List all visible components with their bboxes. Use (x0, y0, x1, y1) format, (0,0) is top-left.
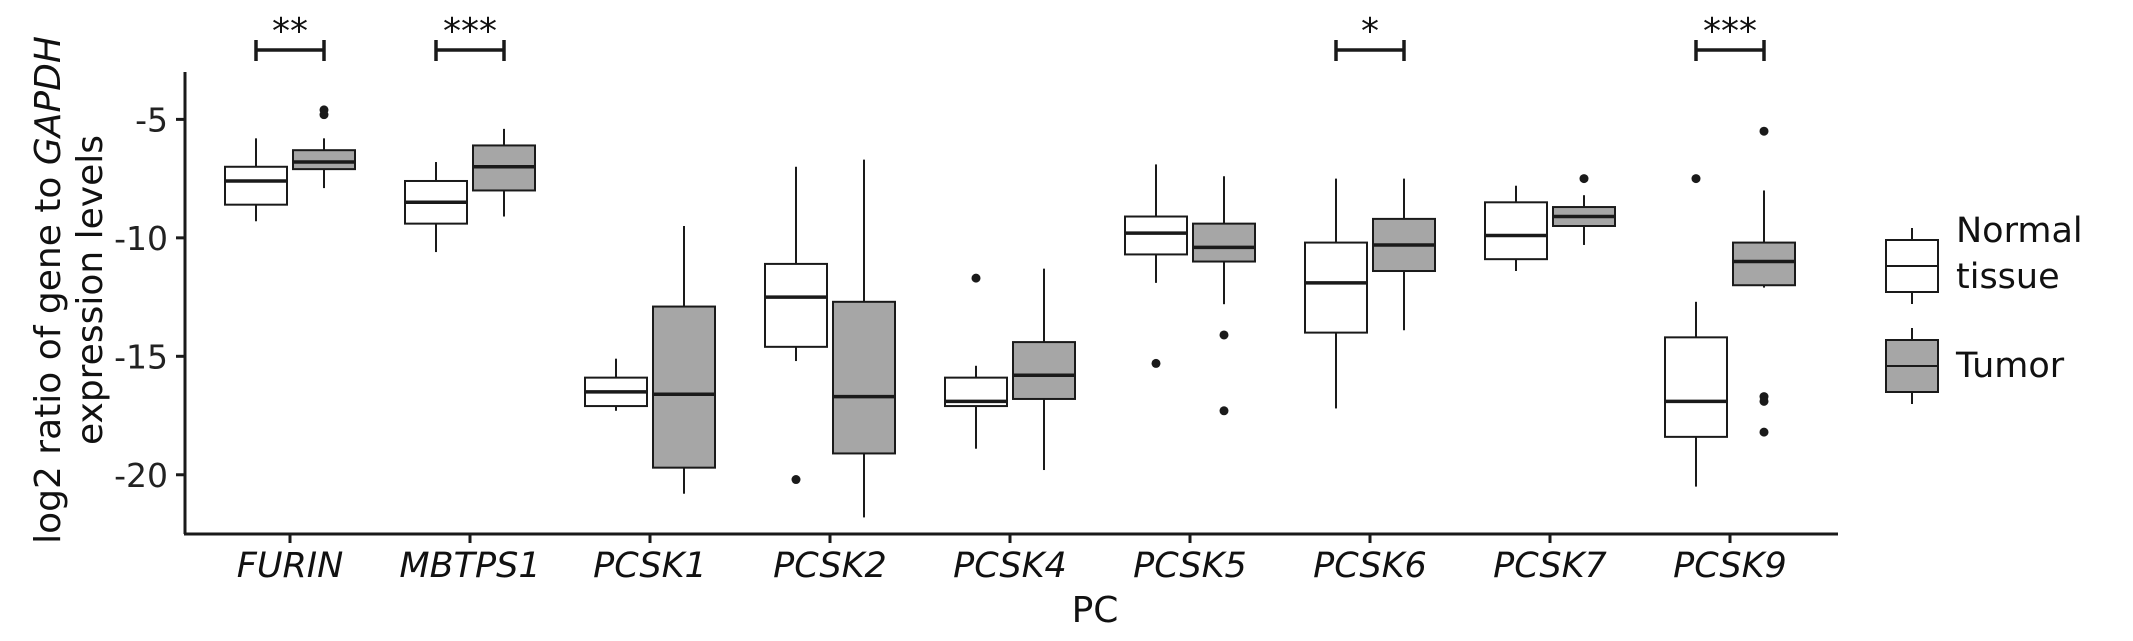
significance-furin: ** (254, 11, 326, 61)
box-iqr (1192, 222, 1256, 263)
box-iqr (1124, 215, 1188, 256)
box-normal-pcsk7 (1484, 185, 1548, 272)
box-iqr (832, 300, 896, 455)
y-tick-label: -10 (114, 219, 168, 258)
outlier-point (1759, 126, 1769, 136)
significance-pcsk6: * (1334, 11, 1406, 61)
x-tick-label: PCSK6 (1313, 546, 1427, 586)
significance-label: ** (272, 11, 308, 52)
outlier-point (319, 110, 329, 120)
outlier-point (1219, 406, 1229, 416)
y-tick-label: -15 (114, 337, 168, 376)
box-tumor-pcsk2 (832, 159, 896, 518)
box-normal-pcsk2 (764, 166, 828, 485)
significance-label: *** (1703, 11, 1757, 52)
box-iqr (652, 305, 716, 469)
legend-label: tissue (1956, 257, 2060, 297)
box-normal-pcsk9 (1664, 174, 1728, 487)
box-tumor-pcsk1 (652, 226, 716, 494)
box-normal-pcsk4 (944, 273, 1008, 449)
y-axis-title: log2 ratio of gene to GAPDH expression l… (27, 36, 111, 544)
significance-pcsk9: *** (1694, 11, 1766, 61)
legend-label: Normal (1956, 211, 2083, 251)
box-tumor-pcsk5 (1192, 176, 1256, 416)
box-tumor-pcsk7 (1552, 174, 1616, 245)
significance-label: *** (443, 11, 497, 52)
box-tumor-furin (292, 105, 356, 189)
x-axis-title: PC (1071, 590, 1119, 631)
significance-label: * (1361, 11, 1379, 52)
x-tick-label: PCSK7 (1493, 546, 1607, 586)
x-tick-label: PCSK2 (773, 546, 887, 586)
y-tick-label: -20 (114, 456, 168, 495)
outlier-point (1151, 358, 1161, 368)
x-tick-label: PCSK5 (1133, 546, 1247, 586)
outlier-point (1759, 427, 1769, 437)
box-iqr (1664, 336, 1728, 438)
box-iqr (224, 165, 288, 206)
box-tumor-pcsk6 (1372, 178, 1436, 331)
box-iqr (764, 262, 828, 348)
outlier-point (1691, 174, 1701, 184)
box-normal-pcsk6 (1304, 178, 1368, 409)
x-tick-label: PCSK4 (953, 546, 1067, 586)
y-tick-label: -5 (135, 100, 168, 139)
significance-mbtps1: *** (434, 11, 506, 61)
outlier-point (1759, 396, 1769, 406)
legend-label: Tumor (1955, 346, 2065, 386)
box-tumor-mbtps1 (472, 128, 536, 217)
box-iqr (1304, 241, 1368, 334)
box-normal-furin (224, 138, 288, 222)
box-iqr (1012, 341, 1076, 400)
x-tick-label: MBTPS1 (399, 546, 540, 586)
outlier-point (791, 475, 801, 485)
box-iqr (1484, 201, 1548, 261)
legend-item-tumor: Tumor (1885, 328, 2065, 404)
box-iqr (292, 149, 356, 171)
x-tick-label: FURIN (237, 546, 344, 586)
box-tumor-pcsk4 (1012, 268, 1076, 471)
box-iqr (1732, 241, 1796, 287)
legend-item-normal: Normal tissue (1885, 211, 2083, 304)
outlier-point (1219, 330, 1229, 340)
box-normal-mbtps1 (404, 162, 468, 253)
outlier-point (1579, 174, 1589, 184)
x-tick-label: PCSK9 (1673, 546, 1787, 586)
box-normal-pcsk1 (584, 358, 648, 411)
box-tumor-pcsk9 (1732, 126, 1796, 437)
x-tick-label: PCSK1 (593, 546, 707, 586)
outlier-point (971, 273, 981, 283)
box-normal-pcsk5 (1124, 164, 1188, 368)
